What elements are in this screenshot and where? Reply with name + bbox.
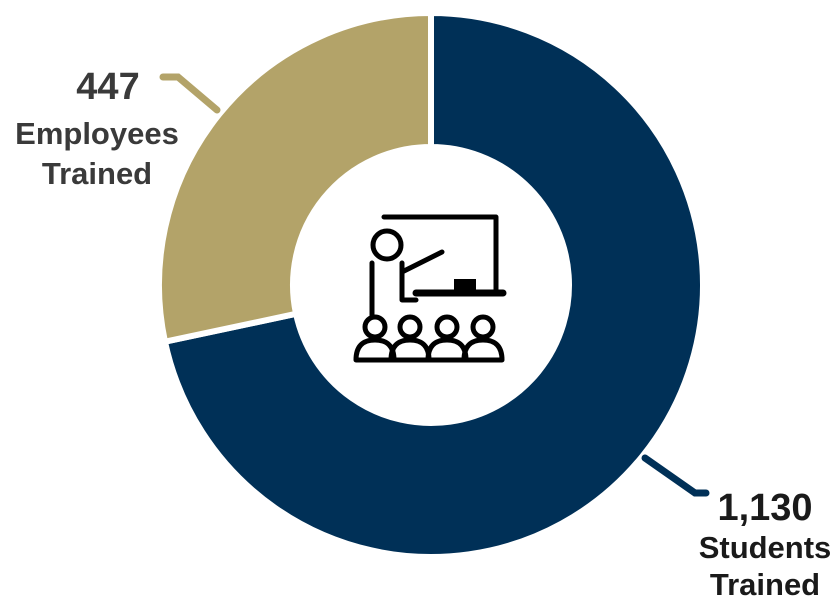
employees-label: 447 Employees Trained bbox=[15, 66, 179, 191]
students-leader-line bbox=[641, 454, 710, 497]
employees-leader-line bbox=[159, 73, 221, 114]
students-slice bbox=[161, 9, 706, 560]
students-value: 1,130 bbox=[717, 487, 812, 529]
teacher-at-whiteboard-icon bbox=[353, 214, 507, 363]
slices-layer bbox=[156, 9, 706, 560]
students-label-line-1: Students bbox=[699, 530, 832, 565]
employees-value: 447 bbox=[76, 66, 139, 108]
employees-label-line-1: Employees bbox=[15, 116, 179, 151]
students-label-line-2: Trained bbox=[710, 567, 820, 602]
leader-lines bbox=[159, 73, 710, 497]
employees-slice bbox=[156, 9, 434, 346]
employees-label-line-2: Trained bbox=[42, 156, 152, 191]
students-label: 1,130 Students Trained bbox=[699, 487, 832, 602]
